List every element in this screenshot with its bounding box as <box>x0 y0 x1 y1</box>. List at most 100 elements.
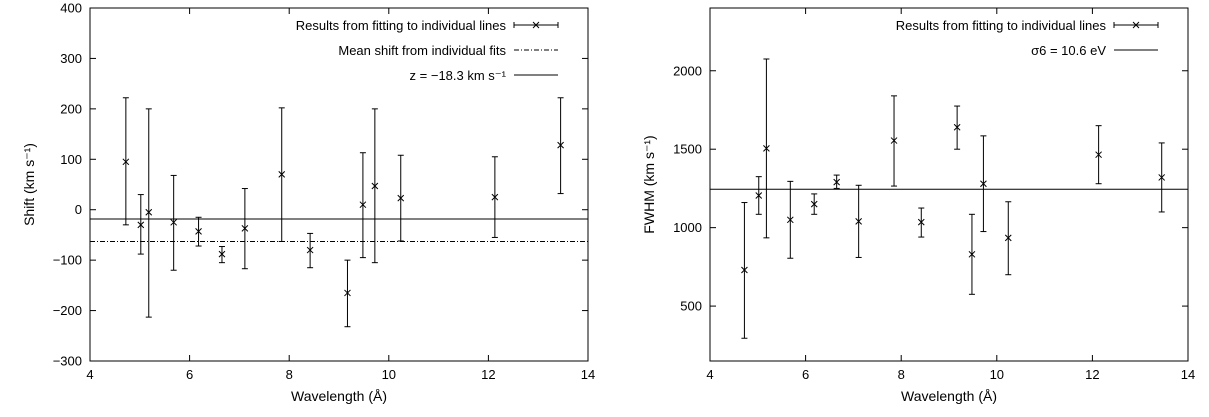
data-point <box>755 176 763 215</box>
marker-x <box>122 158 130 166</box>
marker-x <box>763 145 770 152</box>
x-tick-label: 6 <box>186 367 193 382</box>
y-tick-label: −100 <box>53 253 82 268</box>
marker-x <box>241 225 249 232</box>
data-point <box>397 154 405 242</box>
data-point <box>306 232 314 269</box>
data-point <box>145 108 153 318</box>
x-tick-label: 12 <box>481 367 495 382</box>
data-point <box>557 97 564 195</box>
y-tick-label: 2000 <box>673 63 702 78</box>
x-tick-label: 10 <box>382 367 396 382</box>
data-point <box>359 152 367 259</box>
marker-x <box>557 141 564 149</box>
data-point <box>917 207 925 238</box>
legend-label: σ6 = 10.6 eV <box>1031 43 1106 58</box>
data-point <box>786 180 794 259</box>
marker-x <box>371 182 379 190</box>
y-tick-label: −300 <box>53 354 82 369</box>
data-point <box>1158 142 1166 213</box>
data-point <box>241 188 249 270</box>
marker-x <box>137 221 145 229</box>
x-tick-label: 8 <box>898 367 905 382</box>
legend: Results from fitting to individual lines… <box>896 18 1159 58</box>
y-tick-label: 1500 <box>673 142 702 157</box>
data-point <box>491 156 499 238</box>
marker-x <box>755 192 763 199</box>
y-tick-label: 500 <box>680 299 702 314</box>
plot-frame <box>89 7 589 362</box>
data-point <box>810 193 818 215</box>
fwhm-chart: 4 6 8 10 12 14 500 1000 1500 2000 Wavelength (Å) FW… <box>641 7 1195 404</box>
data-point <box>371 108 379 264</box>
y-tick-label: 100 <box>60 152 82 167</box>
data-point <box>953 105 961 150</box>
x-tick-label: 10 <box>990 367 1004 382</box>
marker-x <box>980 180 987 188</box>
data-point <box>890 95 898 187</box>
x-tick-label: 4 <box>86 367 93 382</box>
marker-x <box>145 208 153 216</box>
marker-x <box>917 218 925 226</box>
y-tick-label: 200 <box>60 101 82 116</box>
marker-x <box>359 201 367 209</box>
y-tick-label: 300 <box>60 51 82 66</box>
legend-label: Results from fitting to individual lines <box>896 18 1107 33</box>
data-point <box>1095 125 1102 185</box>
marker-x <box>833 178 841 186</box>
marker-x <box>1158 174 1166 181</box>
data-point <box>1004 201 1012 276</box>
y-tick-label: 400 <box>60 1 82 16</box>
marker-x <box>855 218 863 225</box>
data-point <box>763 58 770 239</box>
marker-x <box>890 137 898 144</box>
x-tick-label: 14 <box>1181 367 1195 382</box>
y-tick-label: 0 <box>75 202 82 217</box>
data-point <box>855 184 863 258</box>
marker-x <box>397 194 405 202</box>
data-point <box>137 194 145 255</box>
marker-x <box>968 250 976 258</box>
marker-x <box>278 171 286 178</box>
x-axis-label: Wavelength (Å) <box>901 388 997 404</box>
legend-sample-marker <box>532 21 540 29</box>
data-point <box>195 216 202 247</box>
data-point <box>122 97 130 226</box>
y-axis-label: FWHM (km s⁻¹) <box>641 135 657 233</box>
y-axis-label: Shift (km s⁻¹) <box>21 143 37 226</box>
marker-x <box>491 193 499 201</box>
marker-x <box>218 250 226 258</box>
marker-x <box>170 218 178 226</box>
x-axis-label: Wavelength (Å) <box>291 388 387 404</box>
data-point <box>170 174 178 271</box>
data-point <box>278 107 286 242</box>
marker-x <box>810 200 818 208</box>
shift-chart: 4 6 8 10 12 14 −300 −200 −100 0 100 200 300 400 Wavele… <box>21 1 595 405</box>
legend-label: Results from fitting to individual lines <box>296 18 507 33</box>
marker-x <box>953 123 961 131</box>
y-tick-label: −200 <box>53 303 82 318</box>
data-point <box>980 135 987 233</box>
marker-x <box>306 246 314 254</box>
x-tick-label: 12 <box>1085 367 1099 382</box>
legend-label: z = −18.3 km s⁻¹ <box>410 68 507 83</box>
data-point <box>968 213 976 295</box>
marker-x <box>195 228 202 235</box>
marker-x <box>1004 234 1012 242</box>
marker-x <box>741 266 748 274</box>
data-point <box>344 259 351 328</box>
legend: Results from fitting to individual lines… <box>296 18 559 83</box>
marker-x <box>1095 151 1102 159</box>
data-point <box>218 246 226 264</box>
x-tick-label: 8 <box>286 367 293 382</box>
marker-x <box>344 289 351 297</box>
legend-sample-marker <box>1132 21 1140 29</box>
x-tick-label: 6 <box>802 367 809 382</box>
data-point <box>741 202 748 339</box>
x-tick-label: 14 <box>581 367 595 382</box>
y-tick-label: 1000 <box>673 220 702 235</box>
legend-label: Mean shift from individual fits <box>338 43 506 58</box>
data-point <box>833 174 841 189</box>
plot-frame <box>709 7 1189 362</box>
